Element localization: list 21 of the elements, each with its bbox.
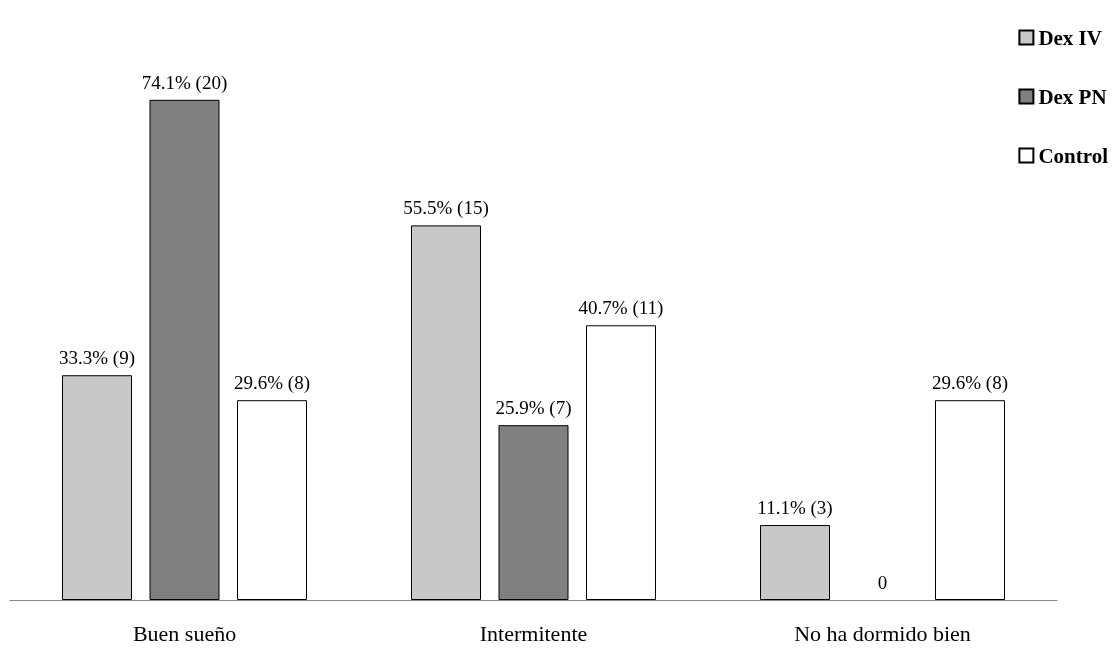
data-label: 33.3% (9) xyxy=(59,347,135,370)
data-label: 74.1% (20) xyxy=(141,71,228,94)
bar xyxy=(935,400,1005,600)
legend-label: Control xyxy=(1038,143,1109,168)
x-tick-label: No ha dormido bien xyxy=(794,620,971,646)
data-label: 25.9% (7) xyxy=(495,397,572,420)
x-tick-label: Buen sueño xyxy=(132,620,237,646)
bar xyxy=(62,375,132,600)
bar xyxy=(411,225,481,600)
data-label: 29.6% (8) xyxy=(932,372,1008,395)
data-label: 11.1% (3) xyxy=(757,497,833,520)
x-tick-label: Intermitente xyxy=(479,620,588,646)
bar xyxy=(237,400,307,600)
data-label: 40.7% (11) xyxy=(578,297,664,320)
bar xyxy=(586,325,656,600)
bar xyxy=(760,525,830,600)
data-label: 29.6% (8) xyxy=(234,372,310,395)
data-label: 0 xyxy=(877,572,888,593)
legend-label: Dex PN xyxy=(1038,84,1107,109)
legend-label: Dex IV xyxy=(1038,25,1102,50)
data-label: 55.5% (15) xyxy=(403,197,489,220)
